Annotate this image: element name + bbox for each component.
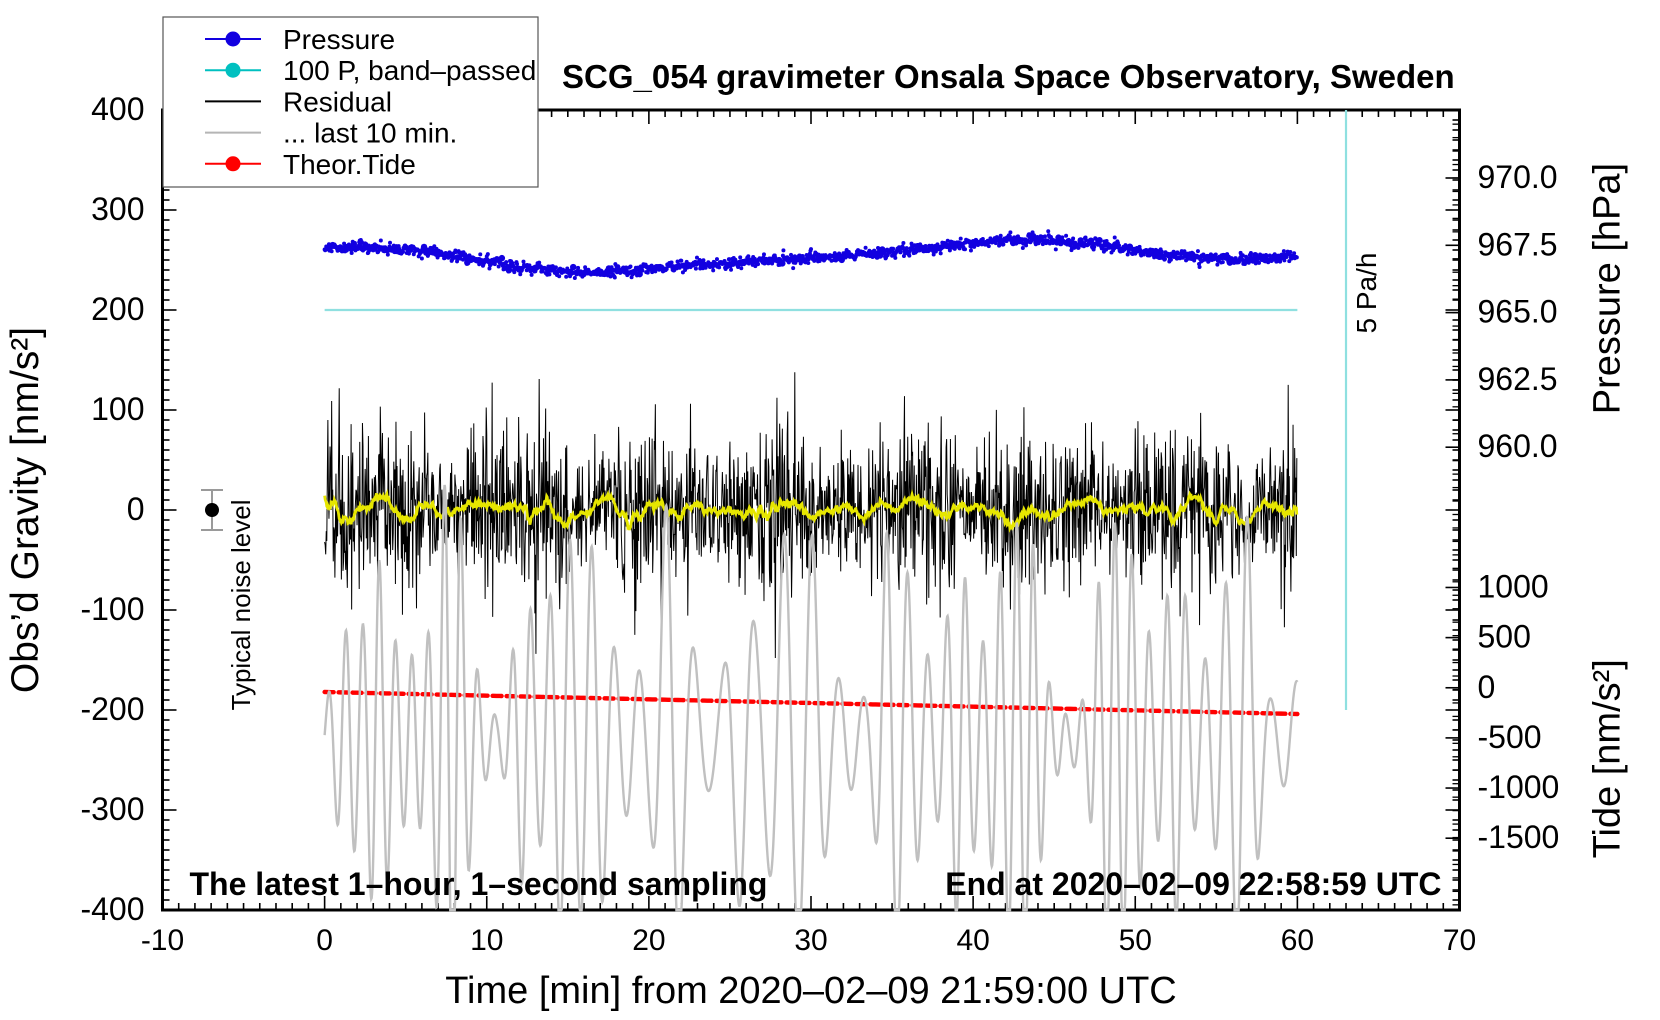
svg-text:500: 500 <box>1478 619 1531 655</box>
svg-text:400: 400 <box>91 91 144 127</box>
svg-text:Pressure [hPa]: Pressure [hPa] <box>1587 163 1629 414</box>
svg-text:0: 0 <box>1478 669 1496 705</box>
svg-text:200: 200 <box>91 291 144 327</box>
svg-text:End at 2020–02–09 22:58:59 UTC: End at 2020–02–09 22:58:59 UTC <box>945 866 1441 902</box>
svg-text:... last 10 min.: ... last 10 min. <box>283 118 457 149</box>
svg-text:-10: -10 <box>141 924 184 957</box>
svg-text:962.5: 962.5 <box>1478 361 1558 397</box>
svg-text:10: 10 <box>470 924 503 957</box>
svg-text:Typical noise level: Typical noise level <box>226 500 256 711</box>
svg-text:SCG_054 gravimeter Onsala Spac: SCG_054 gravimeter Onsala Space Observat… <box>562 58 1455 95</box>
svg-text:-400: -400 <box>80 891 144 927</box>
svg-text:-100: -100 <box>80 591 144 627</box>
svg-text:-1500: -1500 <box>1478 819 1560 855</box>
svg-text:967.5: 967.5 <box>1478 226 1558 262</box>
svg-text:-200: -200 <box>80 691 144 727</box>
svg-text:-500: -500 <box>1478 719 1542 755</box>
svg-text:Tide [nm/s²]: Tide [nm/s²] <box>1587 659 1629 858</box>
svg-text:Time [min] from 2020–02–09 21:: Time [min] from 2020–02–09 21:59:00 UTC <box>445 970 1177 1012</box>
svg-text:Theor.Tide: Theor.Tide <box>283 149 416 180</box>
svg-text:965.0: 965.0 <box>1478 294 1558 330</box>
svg-text:0: 0 <box>127 491 145 527</box>
svg-text:-300: -300 <box>80 791 144 827</box>
svg-text:1000: 1000 <box>1478 568 1549 604</box>
svg-text:5 Pa/h: 5 Pa/h <box>1351 253 1382 334</box>
svg-text:100: 100 <box>91 391 144 427</box>
svg-text:0: 0 <box>316 924 333 957</box>
svg-text:The latest 1–hour, 1–second sa: The latest 1–hour, 1–second sampling <box>190 866 768 902</box>
svg-text:Pressure: Pressure <box>283 24 395 55</box>
svg-text:50: 50 <box>1119 924 1152 957</box>
svg-text:Obs’d Gravity [nm/s²]: Obs’d Gravity [nm/s²] <box>4 327 47 693</box>
svg-text:960.0: 960.0 <box>1478 428 1558 464</box>
svg-text:Residual: Residual <box>283 86 392 117</box>
svg-text:70: 70 <box>1443 924 1476 957</box>
svg-text:300: 300 <box>91 191 144 227</box>
svg-text:30: 30 <box>794 924 827 957</box>
svg-text:60: 60 <box>1281 924 1314 957</box>
svg-text:-1000: -1000 <box>1478 769 1560 805</box>
svg-text:20: 20 <box>632 924 665 957</box>
svg-text:40: 40 <box>956 924 989 957</box>
svg-text:100 P, band–passed: 100 P, band–passed <box>283 55 536 86</box>
svg-text:970.0: 970.0 <box>1478 159 1558 195</box>
